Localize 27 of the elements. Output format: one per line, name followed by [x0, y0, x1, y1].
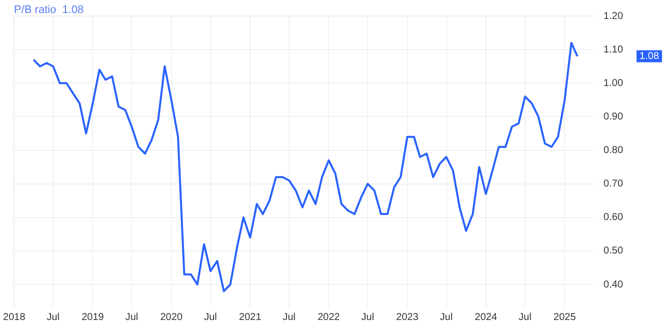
y-tick-label: 0.80 [604, 145, 624, 156]
y-tick-label: 1.00 [604, 78, 624, 89]
x-tick-label: 2023 [396, 312, 419, 323]
x-tick-label: Jul [46, 312, 60, 323]
x-tick-label: Jul [440, 312, 453, 323]
annotation: 1.08 [62, 4, 84, 16]
y-tick-label: 0.90 [604, 111, 624, 122]
x-tick-label: 2021 [239, 312, 262, 323]
y-tick-label: 1.10 [604, 44, 624, 56]
x-tick-label: 2022 [318, 312, 340, 323]
x-tick-label: 2019 [82, 312, 104, 323]
x-tick-label: 2020 [160, 312, 183, 323]
text: 1.08 [640, 51, 660, 62]
y-tick-label: 0.60 [604, 212, 624, 224]
y-tick-label: 0.50 [604, 246, 624, 257]
x-tick-label: 2024 [474, 312, 498, 323]
y-tick-label: 1.20 [604, 10, 624, 22]
x-tick-label: Jul [204, 312, 217, 323]
y-tick-label: 0.40 [604, 279, 624, 290]
x-tick-label: Jul [282, 312, 296, 323]
y-tick-label: 0.70 [604, 178, 624, 190]
x-tick-label: 2025 [554, 312, 576, 323]
x-tick-label: Jul [361, 312, 374, 323]
chart-title: P/B ratio [14, 4, 56, 16]
x-tick-label: Jul [518, 312, 532, 323]
x-tick-label: Jul [125, 312, 138, 323]
x-tick-label: 2018 [3, 312, 26, 323]
